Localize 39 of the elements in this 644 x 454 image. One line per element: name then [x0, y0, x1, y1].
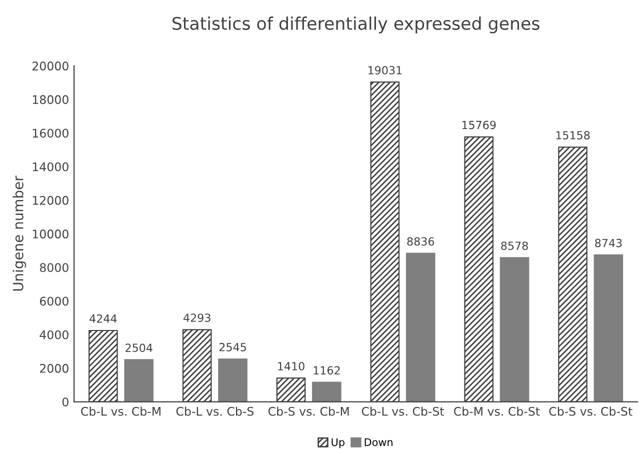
x-tick-label: Cb-M vs. Cb-St — [454, 406, 540, 416]
y-tick-label: 6000 — [40, 296, 68, 306]
data-label: 4244 — [90, 314, 117, 323]
x-tick-label: Cb-S vs. Cb-M — [268, 406, 349, 416]
data-label: 1410 — [278, 362, 304, 370]
data-label: 19031 — [368, 66, 402, 74]
y-tick-label: 12000 — [32, 196, 68, 205]
data-label: 15769 — [462, 120, 496, 130]
bar — [218, 358, 248, 402]
y-tick-label: 8000 — [40, 263, 68, 272]
data-label: 8578 — [501, 242, 528, 250]
chart-title: Statistics of differentially expressed genes — [172, 16, 540, 34]
y-tick-label: 18000 — [32, 95, 68, 104]
y-tick-label: 16000 — [32, 128, 68, 138]
x-tick-label: Cb-L vs. Cb-St — [362, 406, 444, 416]
bar — [500, 257, 530, 402]
bar — [594, 254, 624, 402]
legend-label: Down — [364, 438, 392, 446]
y-axis-title: Unigene number — [12, 176, 26, 291]
bar — [406, 252, 436, 402]
data-label: 2545 — [219, 342, 246, 352]
legend-label: Up — [332, 438, 344, 448]
x-tick-label: Cb-L vs. Cb-M — [81, 406, 160, 416]
data-label: 8836 — [407, 237, 434, 246]
bar — [312, 382, 342, 402]
x-tick-label: Cb-S vs. Cb-St — [549, 406, 632, 416]
data-label: 15158 — [556, 131, 590, 140]
y-tick-label: 0 — [62, 398, 68, 406]
data-label: 4293 — [183, 314, 210, 322]
y-tick-label: 14000 — [32, 162, 68, 172]
y-tick-label: 20000 — [32, 62, 68, 70]
x-tick-label: Cb-L vs. Cb-S — [176, 406, 254, 416]
y-tick-label: 10000 — [32, 230, 68, 238]
data-label: 1162 — [314, 366, 340, 375]
y-tick-label: 4000 — [40, 330, 68, 340]
y-tick-label: 2000 — [40, 364, 68, 373]
bar — [124, 359, 154, 402]
data-label: 2504 — [126, 344, 152, 352]
data-label: 8743 — [595, 238, 622, 248]
